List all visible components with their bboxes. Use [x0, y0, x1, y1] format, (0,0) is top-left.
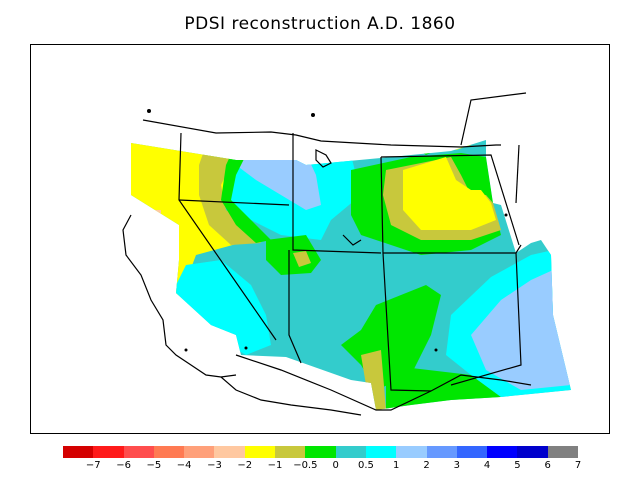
east-line	[515, 144, 520, 204]
colorbar-swatch	[93, 446, 124, 458]
colorbar-tick-labels: −7 −6 −5 −4 −3 −2 −1 −0.5 0 0.5 1 2 3 4 5 6 7	[0, 460, 640, 474]
colorbar-tick-label: 7	[574, 460, 582, 471]
colorbar-swatch	[426, 446, 457, 458]
colorbar-swatch	[547, 446, 579, 458]
colorbar-tick-label: 0.5	[357, 460, 374, 471]
region-yellow-ne-tip	[449, 140, 471, 150]
region-olive-central	[293, 251, 311, 267]
region-green-central	[266, 235, 321, 275]
region-olive-northwest	[199, 145, 261, 245]
colorbar-swatch	[153, 446, 185, 458]
colorbar-swatch	[123, 446, 154, 458]
colorbar-tick-label: −6	[116, 460, 131, 471]
region-green-ne-tip	[411, 140, 449, 155]
colorbar-swatch	[275, 446, 306, 458]
mexico-border-line	[235, 354, 532, 411]
colorbar-swatch	[396, 446, 427, 458]
island-mark	[147, 109, 151, 113]
colorbar-swatch	[244, 446, 276, 458]
colorbar-swatch	[214, 446, 245, 458]
coast-line	[122, 214, 237, 378]
az-nm-line	[288, 250, 302, 364]
ne-state-line	[460, 92, 527, 146]
colorbar-tick-label: 4	[483, 460, 491, 471]
colorbar-tick-label: 6	[544, 460, 551, 471]
region-cyan-west	[171, 260, 271, 355]
colorbar	[63, 446, 579, 458]
colorbar-swatch	[456, 446, 488, 458]
island-mark	[184, 348, 188, 352]
region-green-northwest	[221, 140, 291, 243]
colorbar-tick-label: 5	[514, 460, 521, 471]
colorbar-tick-label: −3	[207, 460, 222, 471]
region-yellow-northeast	[403, 157, 496, 230]
baja-line	[220, 376, 362, 416]
map-frame	[30, 44, 610, 434]
island-mark	[244, 346, 248, 350]
colorbar-swatch	[517, 446, 548, 458]
colorbar-tick-label: −4	[176, 460, 192, 471]
colorbar-tick-label: 3	[453, 460, 460, 471]
colorado-line	[380, 156, 432, 392]
pdsi-map	[122, 92, 571, 416]
colorbar-swatch	[63, 446, 94, 458]
lake-line	[315, 149, 332, 168]
colorbar-tick-label: 2	[423, 460, 430, 471]
chart-title: PDSI reconstruction A.D. 1860	[184, 14, 456, 34]
colorbar-swatch	[365, 446, 397, 458]
colorbar-swatch	[184, 446, 215, 458]
colorbar-tick-label: −7	[85, 460, 101, 471]
island-mark	[434, 348, 438, 352]
river-line	[342, 234, 362, 246]
utah-wyoming-line	[292, 133, 382, 254]
colorbar-tick-label: 0	[332, 460, 339, 471]
colorbar-swatch	[335, 446, 366, 458]
colorbar-tick-label: −0.5	[293, 460, 318, 471]
northern-border-line	[142, 119, 501, 148]
wyoming-nebraska-line	[380, 154, 520, 246]
island-mark	[311, 113, 315, 117]
colorbar-swatch	[487, 446, 518, 458]
boundary-lines	[122, 92, 532, 416]
colorbar-swatch	[305, 446, 336, 458]
small-islands	[147, 109, 508, 352]
utah-west-line	[178, 199, 290, 206]
colorbar-tick-label: −1	[267, 460, 283, 471]
colorbar-tick-label: −5	[146, 460, 162, 471]
colorbar-tick-label: 1	[393, 460, 400, 471]
nm-texas-line	[450, 252, 522, 386]
region-lightblue-east	[471, 270, 571, 390]
colorbar-tick-label: −2	[237, 460, 253, 471]
region-olive-south	[361, 350, 386, 410]
island-mark	[504, 213, 508, 217]
